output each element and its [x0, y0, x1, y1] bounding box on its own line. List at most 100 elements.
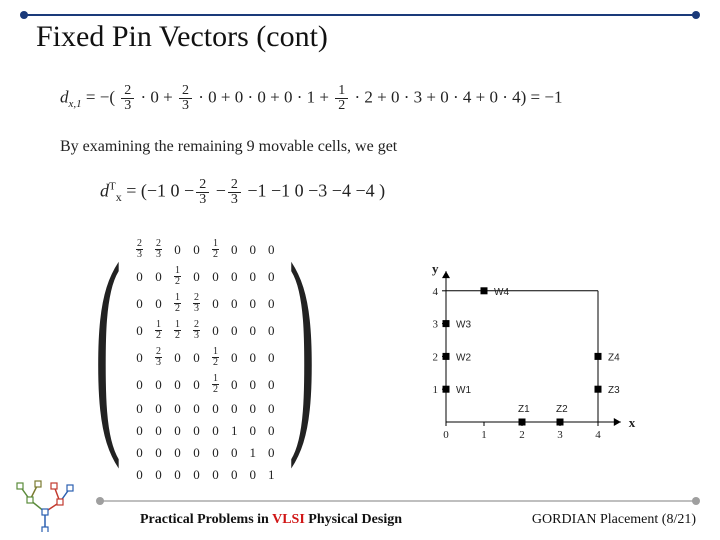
- vector-dxT: dTx = (−1 0 −23 −23 −1 −1 0 −3 −4 −4 ): [100, 178, 385, 207]
- matrix-cell: 0: [243, 236, 262, 263]
- svg-text:0: 0: [443, 429, 449, 441]
- svg-text:W2: W2: [456, 352, 471, 363]
- matrix-cell: 0: [243, 464, 262, 486]
- matrix-cell: 0: [168, 344, 187, 371]
- matrix-cell: 0: [168, 236, 187, 263]
- matrix-cell: 0: [187, 371, 206, 398]
- matrix-cell: 23: [149, 236, 168, 263]
- matrix-cell: 0: [225, 398, 244, 420]
- svg-text:x: x: [629, 415, 636, 430]
- eq1-p3: · 0 + 0 · 0 + 0 · 1 +: [198, 87, 333, 106]
- matrix-cell: 23: [187, 317, 206, 344]
- matrix-cell: 0: [243, 420, 262, 442]
- matrix-cell: 0: [187, 398, 206, 420]
- matrix-cell: 12: [149, 317, 168, 344]
- svg-text:y: y: [432, 261, 439, 276]
- matrix-cell: 0: [149, 420, 168, 442]
- matrix-cell: 0: [187, 344, 206, 371]
- vec-mid1: −: [211, 181, 226, 201]
- matrix-cell: 0: [225, 263, 244, 290]
- matrix-cell: 0: [130, 344, 149, 371]
- eq1-p1: = −(: [86, 87, 115, 106]
- matrix-cell: 0: [149, 263, 168, 290]
- svg-text:1: 1: [481, 429, 487, 441]
- matrix-cell: 0: [262, 290, 281, 317]
- matrix-cell: 0: [130, 317, 149, 344]
- matrix-cell: 0: [225, 317, 244, 344]
- matrix-cell: 12: [206, 344, 225, 371]
- vec-sup: T: [109, 181, 116, 193]
- matrix-cell: 0: [262, 317, 281, 344]
- matrix-cell: 0: [206, 317, 225, 344]
- matrix-cell: 0: [168, 398, 187, 420]
- footer-vlsi: VLSI: [272, 512, 305, 527]
- svg-text:2: 2: [519, 429, 525, 441]
- matrix-cell: 0: [149, 464, 168, 486]
- mid-text: By examining the remaining 9 movable cel…: [60, 138, 397, 156]
- matrix-cell: 0: [243, 263, 262, 290]
- matrix-cell: 1: [262, 464, 281, 486]
- matrix-cell: 12: [206, 371, 225, 398]
- matrix-cell: 0: [262, 371, 281, 398]
- matrix-cell: 0: [206, 464, 225, 486]
- svg-text:3: 3: [433, 319, 439, 331]
- pin-placement-graph: 012341234xyW4W3W2W1Z1Z2Z3Z4: [408, 244, 668, 454]
- eq1-frac3: 12: [335, 84, 348, 113]
- matrix-cell: 12: [206, 236, 225, 263]
- matrix-cell: 0: [225, 371, 244, 398]
- matrix-cell: 1: [225, 420, 244, 442]
- svg-text:2: 2: [433, 351, 439, 363]
- svg-text:4: 4: [595, 429, 601, 441]
- matrix-cell: 0: [130, 442, 149, 464]
- matrix-cell: 23: [130, 236, 149, 263]
- eq1-p4: · 2 + 0 · 3 + 0 · 4 + 0 · 4) = −1: [354, 87, 562, 106]
- footer-right: GORDIAN Placement (8/21): [532, 512, 696, 528]
- corner-tree-svg: [10, 472, 80, 532]
- svg-text:Z1: Z1: [518, 404, 530, 415]
- matrix-cell: 0: [262, 263, 281, 290]
- graph-svg: 012341234xyW4W3W2W1Z1Z2Z3Z4: [408, 244, 668, 454]
- matrix-cell: 1: [243, 442, 262, 464]
- equation-dx1: dx,1 = −( 23 · 0 + 23 · 0 + 0 · 0 + 0 · …: [60, 84, 562, 113]
- matrix-cell: 23: [149, 344, 168, 371]
- footer-left: Practical Problems in VLSI Physical Desi…: [140, 512, 402, 528]
- matrix-cell: 0: [262, 442, 281, 464]
- vec-rest: −1 −1 0 −3 −4 −4 ): [243, 181, 385, 201]
- matrix-cell: 0: [130, 290, 149, 317]
- matrix-cell: 12: [168, 290, 187, 317]
- eq1-lhs-var: d: [60, 87, 69, 106]
- matrix-cell: 0: [130, 263, 149, 290]
- matrix-cell: 0: [130, 464, 149, 486]
- matrix-cell: 0: [243, 398, 262, 420]
- rule-dot-right: [692, 11, 700, 19]
- page-title: Fixed Pin Vectors (cont): [36, 20, 334, 54]
- eq1-frac2: 23: [179, 84, 192, 113]
- matrix-paren-right: ): [289, 230, 316, 486]
- vec-lhs: d: [100, 181, 109, 201]
- matrix-cell: 23: [187, 290, 206, 317]
- svg-text:Z4: Z4: [608, 352, 620, 363]
- svg-text:3: 3: [557, 429, 563, 441]
- matrix-cell: 0: [243, 290, 262, 317]
- matrix-cell: 0: [130, 371, 149, 398]
- matrix-cell: 0: [206, 420, 225, 442]
- matrix-cell: 0: [262, 398, 281, 420]
- svg-text:W3: W3: [456, 320, 471, 331]
- matrix-cell: 0: [225, 464, 244, 486]
- title-rule: [24, 14, 696, 16]
- eq1-p2: · 0 +: [140, 87, 177, 106]
- matrix-cell: 0: [206, 263, 225, 290]
- matrix-cell: 0: [168, 371, 187, 398]
- matrix-cell: 0: [187, 464, 206, 486]
- matrix-cell: 0: [225, 290, 244, 317]
- footer-dot-left: [96, 497, 104, 505]
- vec-sub: x: [116, 190, 122, 204]
- matrix-cell: 0: [187, 420, 206, 442]
- matrix-cell: 0: [187, 236, 206, 263]
- matrix-cell: 0: [130, 420, 149, 442]
- eq1-lhs-sub: x,1: [69, 98, 82, 110]
- matrix-cell: 0: [187, 263, 206, 290]
- matrix-cell: 0: [243, 317, 262, 344]
- matrix-cell: 0: [243, 371, 262, 398]
- svg-text:W1: W1: [456, 385, 471, 396]
